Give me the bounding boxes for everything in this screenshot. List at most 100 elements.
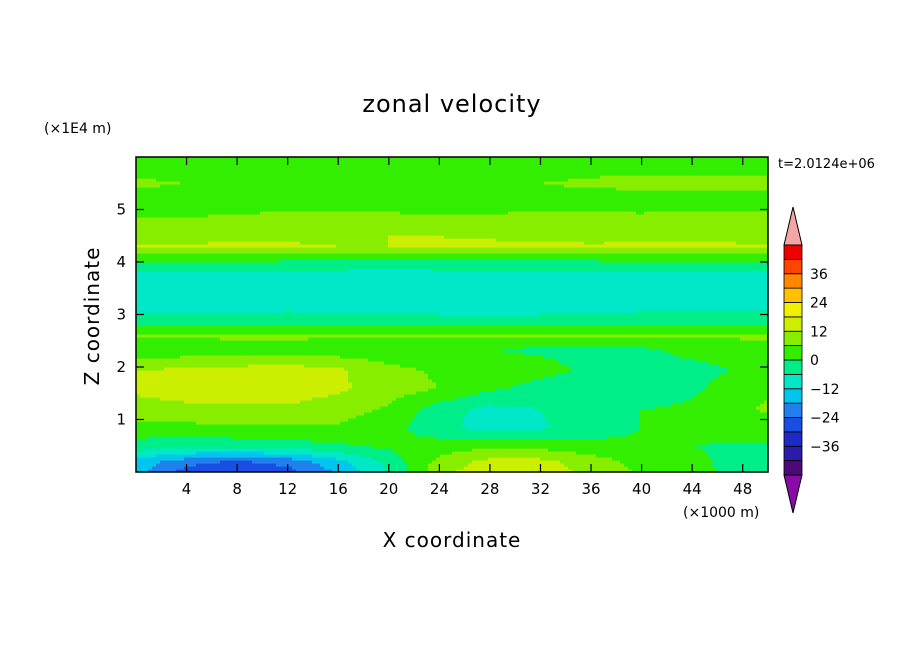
field-cell	[140, 460, 145, 464]
field-cell	[172, 373, 177, 377]
field-cell	[312, 415, 317, 419]
field-cell	[164, 358, 169, 362]
field-cell	[140, 310, 145, 314]
field-cell	[136, 364, 141, 368]
field-cell	[148, 349, 153, 353]
field-cell	[268, 205, 273, 209]
field-cell	[140, 454, 145, 458]
field-cell	[204, 436, 209, 440]
field-cell	[168, 379, 173, 383]
field-cell	[164, 280, 169, 284]
field-cell	[208, 343, 213, 347]
field-cell	[248, 184, 253, 188]
field-cell	[184, 226, 189, 230]
field-cell	[148, 241, 153, 245]
field-cell	[296, 262, 301, 266]
field-cell	[140, 370, 145, 374]
field-cell	[208, 403, 213, 407]
field-cell	[144, 307, 149, 311]
field-cell	[252, 364, 257, 368]
field-cell	[312, 373, 317, 377]
field-cell	[232, 163, 237, 167]
field-cell	[212, 238, 217, 242]
field-cell	[284, 364, 289, 368]
field-cell	[312, 418, 317, 422]
field-cell	[204, 406, 209, 410]
field-cell	[240, 232, 245, 236]
field-cell	[220, 172, 225, 176]
field-cell	[296, 286, 301, 290]
field-cell	[180, 223, 185, 227]
field-cell	[180, 241, 185, 245]
field-cell	[268, 217, 273, 221]
field-cell	[164, 439, 169, 443]
field-cell	[320, 349, 325, 353]
field-cell	[216, 304, 221, 308]
field-cell	[236, 451, 241, 455]
field-cell	[268, 448, 273, 452]
field-cell	[156, 328, 161, 332]
field-cell	[268, 268, 273, 272]
field-cell	[244, 160, 249, 164]
field-cell	[324, 367, 329, 371]
field-cell	[304, 181, 309, 185]
field-cell	[284, 406, 289, 410]
field-cell	[196, 292, 201, 296]
field-cell	[280, 163, 285, 167]
field-cell	[244, 400, 249, 404]
field-cell	[264, 202, 269, 206]
field-cell	[228, 220, 233, 224]
field-cell	[196, 370, 201, 374]
field-cell	[140, 352, 145, 356]
field-cell	[268, 328, 273, 332]
field-cell	[324, 355, 329, 359]
field-cell	[196, 346, 201, 350]
field-cell	[284, 355, 289, 359]
field-cell	[252, 328, 257, 332]
field-cell	[248, 265, 253, 269]
field-cell	[240, 391, 245, 395]
field-cell	[184, 346, 189, 350]
field-cell	[192, 349, 197, 353]
field-cell	[148, 343, 153, 347]
field-cell	[164, 169, 169, 173]
field-cell	[304, 241, 309, 245]
field-cell	[248, 163, 253, 167]
field-cell	[144, 346, 149, 350]
field-cell	[248, 175, 253, 179]
field-cell	[172, 352, 177, 356]
field-cell	[308, 346, 313, 350]
field-cell	[308, 217, 313, 221]
field-cell	[280, 238, 285, 242]
field-cell	[148, 286, 153, 290]
field-cell	[292, 391, 297, 395]
field-cell	[236, 190, 241, 194]
field-cell	[232, 424, 237, 428]
field-cell	[316, 394, 321, 398]
field-cell	[192, 238, 197, 242]
field-cell	[260, 427, 265, 431]
field-cell	[180, 208, 185, 212]
field-cell	[176, 214, 181, 218]
field-cell	[228, 448, 233, 452]
field-cell	[244, 430, 249, 434]
field-cell	[156, 247, 161, 251]
field-cell	[316, 352, 321, 356]
field-cell	[280, 379, 285, 383]
field-cell	[296, 415, 301, 419]
field-cell	[196, 319, 201, 323]
field-cell	[168, 217, 173, 221]
field-cell	[208, 262, 213, 266]
field-cell	[268, 355, 273, 359]
field-cell	[164, 316, 169, 320]
field-cell	[252, 244, 257, 248]
field-cell	[244, 469, 249, 472]
field-cell	[168, 301, 173, 305]
field-cell	[324, 433, 329, 437]
field-cell	[200, 424, 205, 428]
field-cell	[140, 283, 145, 287]
field-cell	[220, 457, 225, 461]
field-cell	[168, 265, 173, 269]
field-cell	[284, 343, 289, 347]
field-cell	[268, 169, 273, 173]
